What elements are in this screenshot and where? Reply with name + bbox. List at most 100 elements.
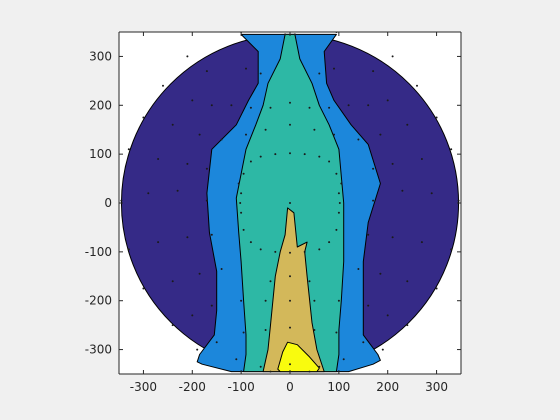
sensor-point: [435, 116, 438, 119]
sensor-point: [210, 304, 213, 307]
sensor-point: [196, 348, 199, 351]
sensor-point: [313, 299, 316, 302]
sensor-point: [127, 248, 130, 251]
y-tick-label: -300: [85, 343, 112, 357]
sensor-point: [303, 250, 306, 253]
sensor-point: [186, 55, 189, 58]
sensor-point: [242, 172, 245, 175]
sensor-point: [342, 358, 345, 361]
sensor-point: [176, 189, 179, 192]
sensor-point: [313, 329, 316, 331]
contour-level-5-region: [277, 341, 320, 373]
sensor-point: [386, 314, 389, 317]
sensor-point: [318, 155, 321, 158]
sensor-point: [379, 133, 382, 136]
sensor-point: [335, 228, 338, 231]
sensor-point: [289, 363, 291, 366]
plot-area: [120, 32, 460, 373]
sensor-point: [242, 228, 245, 231]
sensor-point: [337, 299, 340, 302]
sensor-point: [171, 280, 174, 283]
sensor-point: [379, 272, 382, 275]
sensor-point: [264, 128, 267, 131]
sensor-point: [289, 326, 291, 329]
sensor-point: [340, 182, 343, 185]
sensor-point: [186, 162, 189, 165]
sensor-point: [406, 280, 409, 283]
sensor-point: [127, 148, 130, 151]
sensor-point: [186, 236, 189, 239]
sensor-point: [171, 324, 174, 327]
x-tick-label: 300: [425, 380, 448, 394]
sensor-point: [264, 299, 267, 302]
sensor-point: [269, 370, 272, 373]
sensor-point: [313, 128, 316, 131]
sensor-point: [157, 158, 160, 160]
sensor-point: [191, 99, 194, 102]
sensor-point: [171, 123, 174, 126]
sensor-point: [259, 365, 262, 368]
sensor-point: [215, 341, 218, 344]
x-tick-label: -300: [130, 380, 157, 394]
sensor-point: [240, 192, 243, 195]
sensor-point: [347, 104, 350, 107]
sensor-point: [333, 133, 335, 136]
sensor-point: [198, 272, 201, 275]
sensor-point: [249, 106, 252, 109]
sensor-point: [289, 202, 291, 204]
sensor-point: [259, 72, 262, 75]
sensor-point: [401, 189, 404, 192]
x-tick-label: -200: [179, 380, 206, 394]
y-tick-label: 200: [89, 98, 112, 112]
sensor-point: [318, 72, 321, 75]
sensor-point: [391, 162, 394, 165]
sensor-point: [269, 106, 272, 109]
sensor-point: [406, 123, 409, 126]
sensor-point: [435, 287, 438, 290]
sensor-point: [205, 199, 208, 202]
sensor-point: [308, 280, 311, 283]
sensor-point: [210, 233, 213, 236]
sensor-point: [303, 153, 306, 156]
x-tick-label: 0: [286, 380, 294, 394]
y-tick-label: -100: [85, 245, 112, 259]
sensor-point: [259, 248, 262, 251]
sensor-point: [367, 304, 370, 307]
sensor-point: [237, 182, 240, 185]
sensor-point: [318, 365, 321, 368]
sensor-point: [406, 324, 409, 327]
y-tick-label: 100: [89, 147, 112, 161]
sensor-point: [391, 55, 394, 58]
sensor-point: [328, 160, 331, 163]
sensor-point: [191, 314, 194, 317]
sensor-point: [450, 248, 453, 251]
sensor-point: [205, 167, 208, 170]
sensor-point: [245, 133, 247, 136]
x-tick-label: 100: [327, 380, 350, 394]
sensor-point: [235, 358, 238, 361]
sensor-point: [242, 331, 245, 334]
x-tick-label: 200: [376, 380, 399, 394]
sensor-point: [274, 153, 277, 156]
sensor-point: [289, 251, 291, 254]
sensor-point: [239, 202, 242, 204]
sensor-point: [328, 241, 331, 244]
sensor-point: [367, 233, 370, 236]
sensor-point: [367, 104, 370, 107]
sensor-point: [147, 192, 150, 195]
sensor-point: [335, 172, 338, 175]
sensor-point: [338, 202, 341, 204]
sensor-point: [230, 104, 233, 107]
sensor-point: [142, 287, 145, 290]
sensor-point: [289, 123, 291, 126]
sensor-point: [450, 148, 453, 151]
sensor-point: [289, 299, 291, 302]
sensor-point: [318, 248, 321, 251]
sensor-point: [357, 268, 360, 270]
sensor-point: [220, 268, 223, 270]
sensor-point: [372, 199, 375, 202]
sensor-point: [335, 331, 338, 334]
sensor-point: [391, 236, 394, 239]
sensor-point: [328, 106, 331, 109]
